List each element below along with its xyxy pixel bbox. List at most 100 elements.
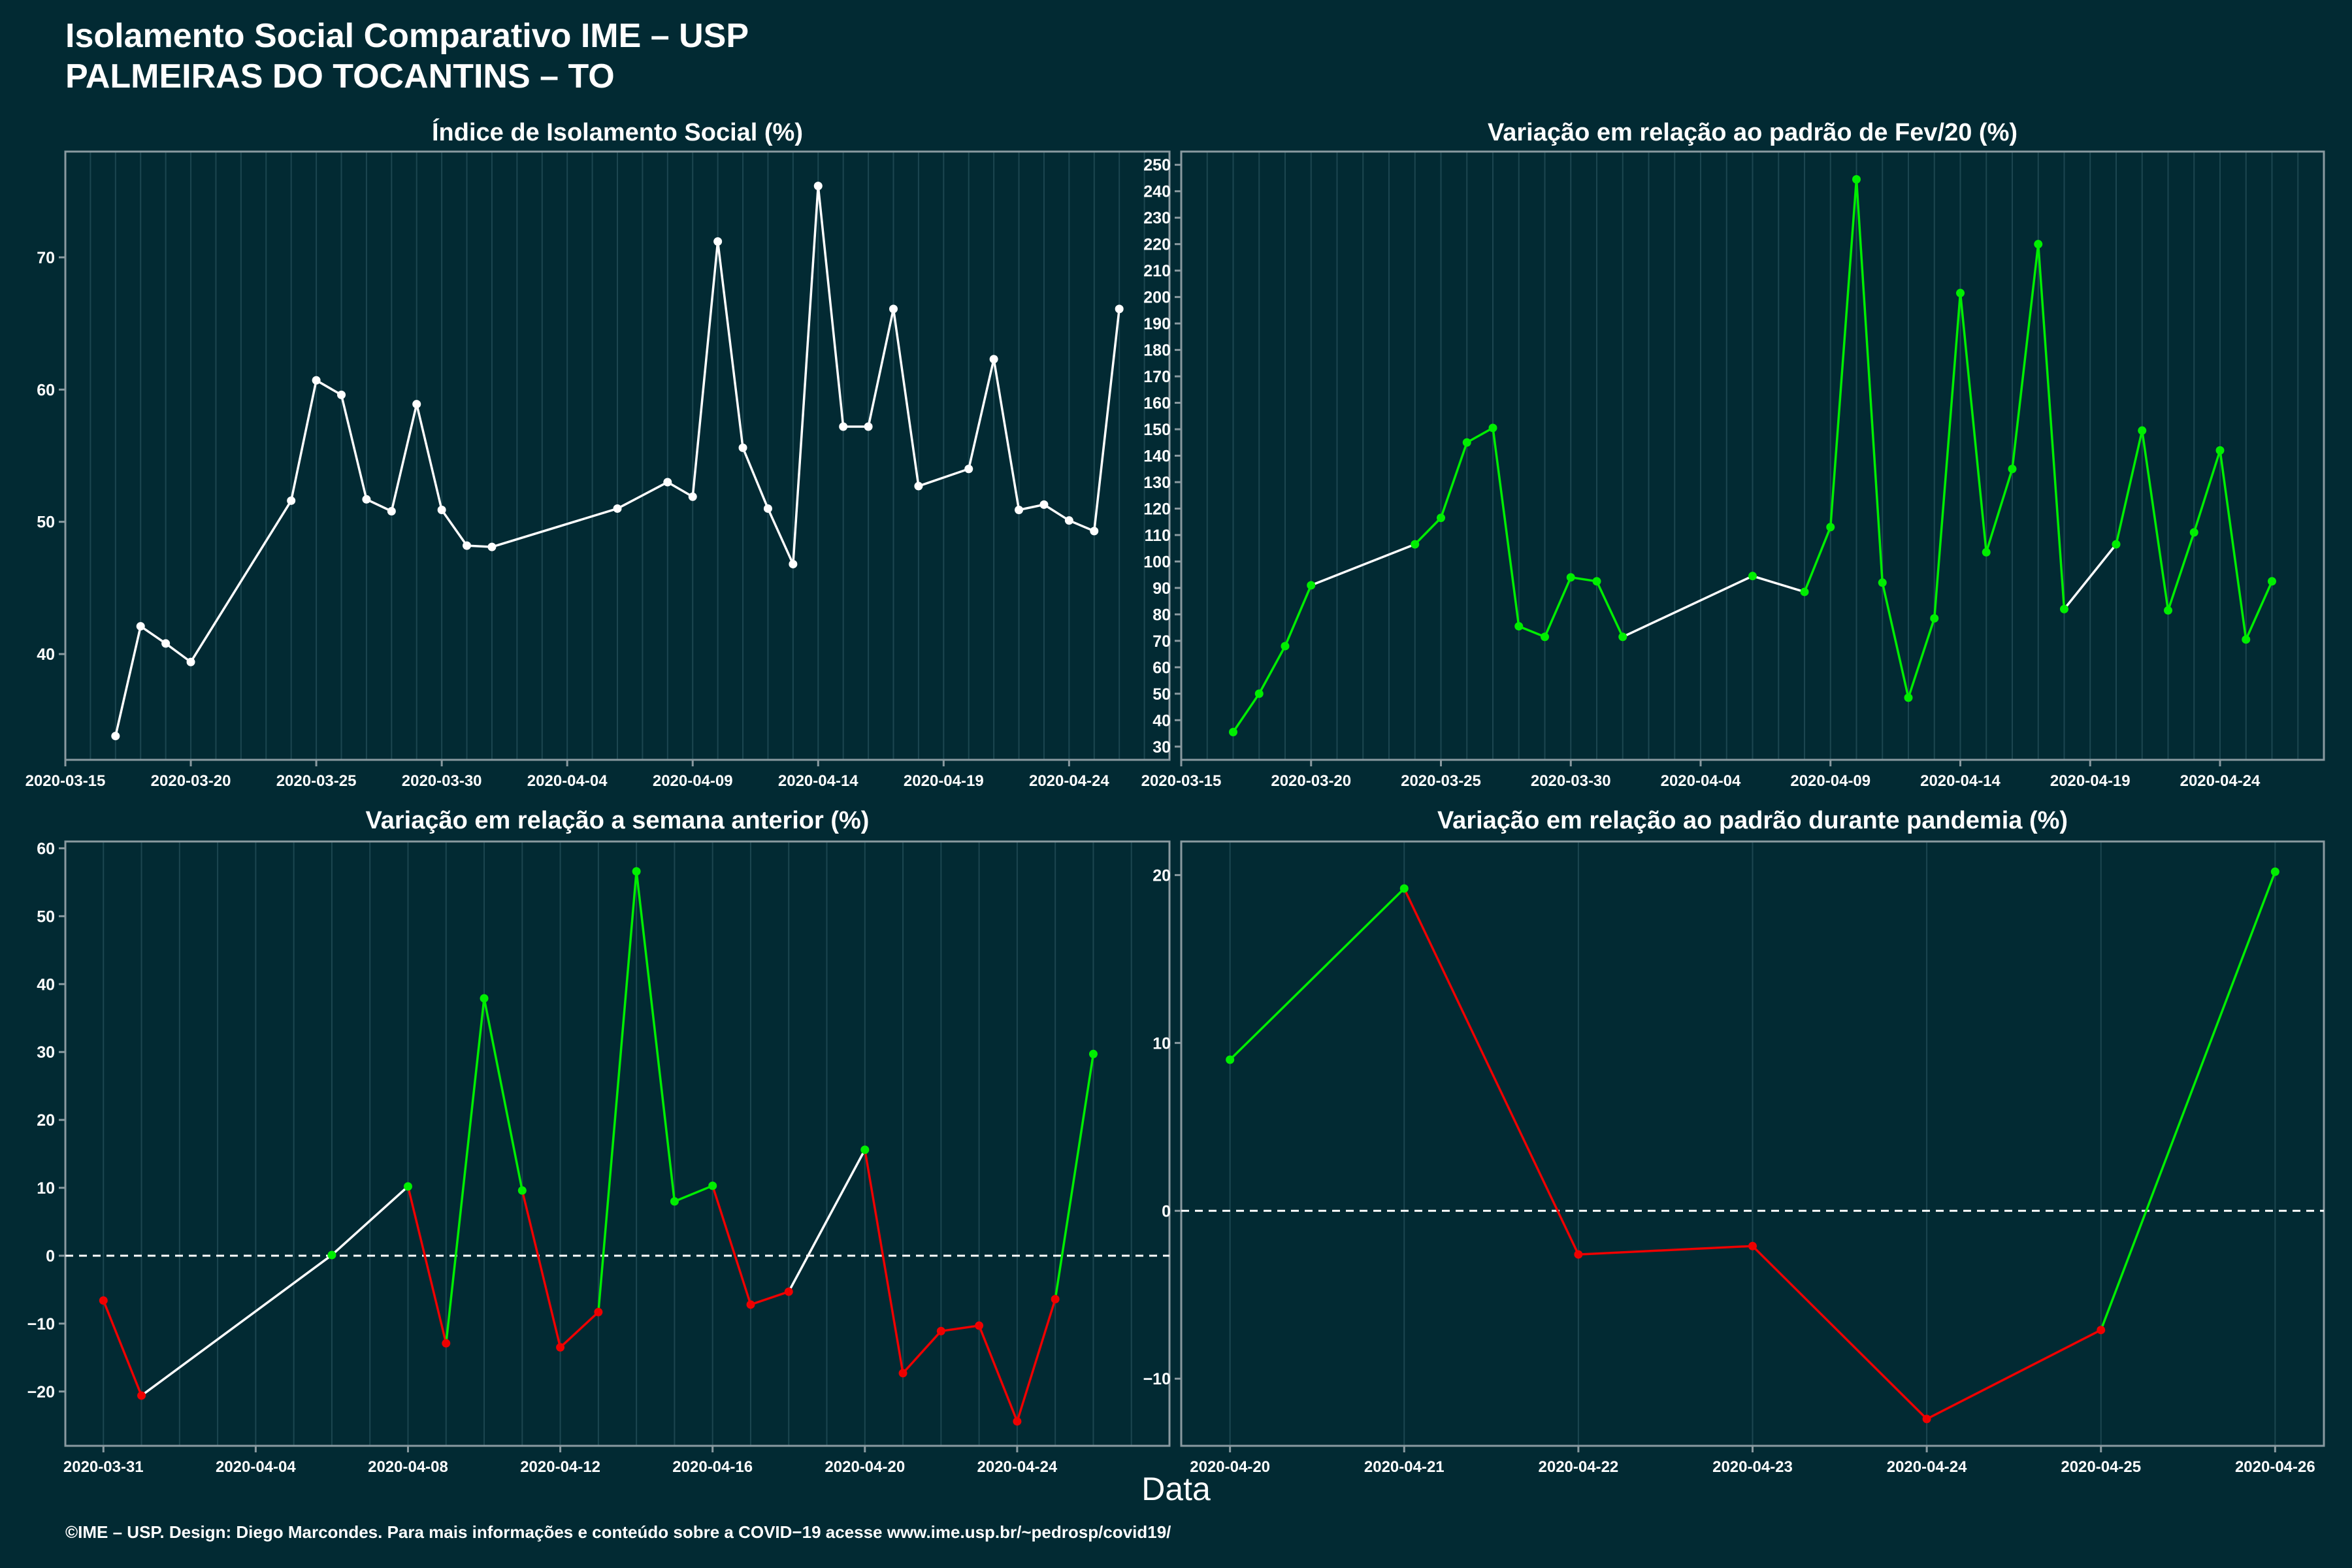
chart-panel-2: Variação em relação ao padrão de Fev/20 … <box>1141 119 2325 790</box>
series-line-segment <box>1403 888 1580 1255</box>
chart-title: Índice de Isolamento Social (%) <box>432 118 803 146</box>
x-tick-label: 2020-03-15 <box>1141 772 1222 790</box>
y-tick-label: 10 <box>1152 1034 1171 1053</box>
data-point <box>688 492 697 501</box>
y-tick-label: 50 <box>37 907 55 926</box>
data-point <box>1462 438 1471 447</box>
y-tick-label: 130 <box>1143 474 1171 492</box>
series-line-segment <box>1229 887 1405 1061</box>
data-point <box>1064 516 1073 525</box>
data-point <box>1039 500 1049 509</box>
x-tick-label: 2020-03-30 <box>402 772 482 790</box>
series-line-segment <box>918 468 970 487</box>
data-point <box>1115 304 1124 314</box>
x-tick-label: 2020-04-19 <box>904 772 984 790</box>
page-title: Isolamento Social Comparativo IME – USP … <box>65 16 749 97</box>
data-point <box>1226 1055 1235 1064</box>
y-tick-label: 170 <box>1143 368 1171 386</box>
series-line-segment <box>2166 532 2195 611</box>
series-line-segment <box>366 498 393 513</box>
chart-title: Variação em relação a semana anterior (%… <box>366 807 870 834</box>
data-point <box>1090 527 1099 536</box>
y-tick-label: 40 <box>37 645 55 664</box>
x-tick-label: 2020-03-31 <box>63 1458 144 1476</box>
data-point <box>708 1181 717 1190</box>
data-point <box>914 482 923 491</box>
data-point <box>2034 240 2043 249</box>
y-tick-label: 250 <box>1143 156 1171 174</box>
series-line-segment <box>1622 575 1754 638</box>
y-tick-label: −20 <box>27 1383 55 1401</box>
series-line-segment <box>992 359 1021 510</box>
series-line-segment <box>742 447 770 510</box>
x-tick-label: 2020-04-16 <box>672 1458 753 1476</box>
data-point <box>1411 540 1420 549</box>
series-line-segment <box>289 380 318 501</box>
data-point <box>2008 465 2017 474</box>
data-point <box>2242 635 2251 644</box>
data-point <box>746 1300 755 1309</box>
x-tick-label: 2020-03-20 <box>1271 772 1351 790</box>
data-point <box>312 376 321 385</box>
series-line-segment <box>1054 1054 1095 1299</box>
series-line-segment <box>977 1325 1019 1422</box>
data-point <box>964 465 973 474</box>
y-tick-label: 90 <box>1152 580 1171 598</box>
y-tick-label: 40 <box>37 975 55 994</box>
series-line-segment <box>102 1299 143 1396</box>
data-point <box>1229 727 1237 736</box>
x-tick-label: 2020-03-25 <box>1401 772 1481 790</box>
data-point <box>1878 578 1887 587</box>
data-point <box>632 867 641 876</box>
data-point <box>1514 622 1524 631</box>
data-point <box>1488 423 1497 433</box>
x-tick-label: 2020-04-12 <box>520 1458 600 1476</box>
x-tick-label: 2020-04-14 <box>778 772 858 790</box>
data-point <box>2268 577 2276 586</box>
series-line-segment <box>1466 427 1494 444</box>
data-point <box>1254 689 1264 698</box>
series-line-segment <box>1518 625 1546 638</box>
series-line-segment <box>416 404 443 510</box>
data-point <box>1437 514 1445 523</box>
series-line-segment <box>2037 244 2066 610</box>
data-point <box>403 1182 412 1191</box>
data-point <box>860 1145 870 1154</box>
data-point <box>789 559 798 568</box>
title-line-2: PALMEIRAS DO TOCANTINS – TO <box>65 57 615 95</box>
footer-credits: ©IME – USP. Design: Diego Marcondes. Par… <box>65 1522 1171 1542</box>
series-line-segment <box>666 481 694 498</box>
data-point <box>1013 1417 1022 1426</box>
series-line-segment <box>1829 179 1858 527</box>
x-tick-label: 2020-04-24 <box>1029 772 1109 790</box>
chart-panel-4: Variação em relação ao padrão durante pa… <box>1143 807 2325 1476</box>
data-point <box>713 237 723 246</box>
series-line-segment <box>521 1190 562 1348</box>
x-tick-label: 2020-03-20 <box>151 772 231 790</box>
data-point <box>1566 573 1575 582</box>
series-line-segment <box>114 626 142 736</box>
y-tick-label: 70 <box>1152 632 1171 651</box>
x-tick-label: 2020-04-08 <box>368 1458 448 1476</box>
series-line-segment <box>1752 1245 1928 1420</box>
chart-title: Variação em relação ao padrão durante pa… <box>1437 807 2068 834</box>
data-point <box>784 1287 793 1296</box>
data-point <box>186 657 195 666</box>
y-tick-label: 10 <box>37 1179 55 1198</box>
series-line-segment <box>1803 527 1832 593</box>
series-line-segment <box>817 186 845 427</box>
series-line-segment <box>340 394 368 500</box>
series-line-segment <box>792 186 820 564</box>
y-tick-label: 110 <box>1145 527 1171 545</box>
data-point <box>1748 1241 1757 1250</box>
data-point <box>1852 175 1861 184</box>
data-point <box>898 1369 907 1378</box>
x-tick-label: 2020-04-09 <box>1790 772 1870 790</box>
data-point <box>2270 867 2279 876</box>
x-tick-label: 2020-04-19 <box>2050 772 2131 790</box>
data-point <box>1800 587 1809 596</box>
series-line-segment <box>440 509 468 547</box>
data-point <box>362 495 371 504</box>
series-line-segment <box>559 1311 600 1348</box>
data-point <box>2164 606 2172 615</box>
